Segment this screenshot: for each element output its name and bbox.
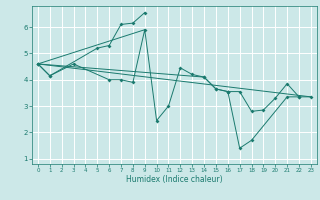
X-axis label: Humidex (Indice chaleur): Humidex (Indice chaleur)	[126, 175, 223, 184]
